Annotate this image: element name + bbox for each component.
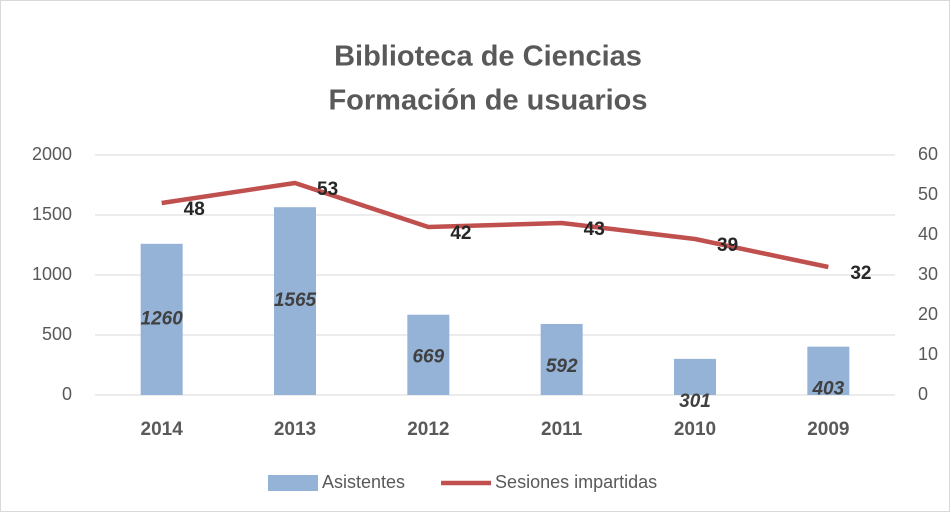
- legend-label: Asistentes: [322, 472, 405, 492]
- data-label: 53: [317, 179, 338, 200]
- data-label: 403: [811, 379, 844, 400]
- data-label: 43: [584, 219, 605, 240]
- x-tick-label: 2011: [541, 419, 583, 440]
- y2-tick-label: 40: [918, 224, 938, 244]
- data-label: 301: [679, 391, 711, 412]
- y2-tick-label: 60: [918, 144, 938, 164]
- x-tick-label: 2012: [407, 419, 449, 440]
- y2-tick-label: 50: [918, 184, 938, 204]
- line: [161, 180, 829, 270]
- y2-tick-label: 20: [918, 304, 938, 324]
- bar: [274, 207, 316, 395]
- bar: [807, 346, 850, 395]
- data-label: 1260: [141, 308, 184, 329]
- legend-swatch: [268, 475, 318, 491]
- data-label: 32: [850, 263, 871, 284]
- y2-tick-label: 0: [918, 384, 928, 404]
- chart-title: Biblioteca de Ciencias: [334, 41, 642, 73]
- data-label: 42: [450, 223, 471, 244]
- y-tick-label: 1000: [32, 264, 72, 284]
- chart-title: Formación de usuarios: [328, 85, 647, 117]
- data-label: 592: [546, 356, 578, 377]
- bar: [407, 314, 450, 395]
- x-tick-label: 2014: [141, 419, 184, 440]
- data-label: 48: [184, 199, 205, 220]
- y-tick-label: 2000: [32, 144, 72, 164]
- data-label: 1565: [274, 290, 317, 311]
- bar: [540, 323, 583, 395]
- y2-tick-label: 30: [918, 264, 938, 284]
- legend-label: Sesiones impartidas: [495, 472, 657, 492]
- y-tick-label: 500: [42, 324, 72, 344]
- y-tick-label: 0: [62, 384, 72, 404]
- data-label: 669: [412, 347, 444, 368]
- x-tick-label: 2010: [674, 419, 716, 440]
- y-tick-label: 1500: [32, 204, 72, 224]
- bar: [140, 243, 183, 395]
- data-label: 39: [717, 235, 738, 256]
- y2-tick-label: 10: [918, 344, 938, 364]
- x-tick-label: 2009: [807, 419, 849, 440]
- x-tick-label: 2013: [274, 419, 316, 440]
- bar: [674, 358, 716, 395]
